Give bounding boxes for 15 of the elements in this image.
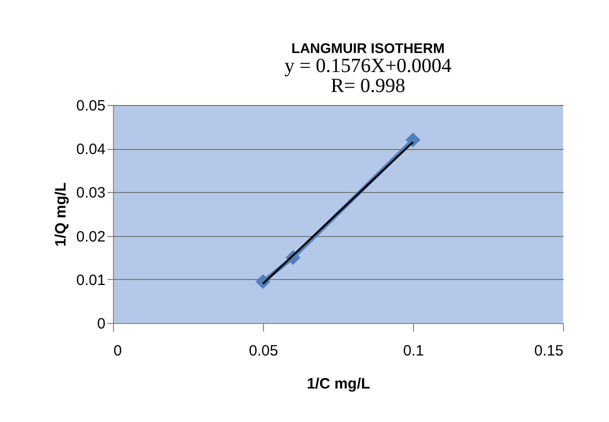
y-tick-label: 0 bbox=[97, 316, 106, 332]
y-axis-title: 1/Q mg/L bbox=[52, 182, 70, 247]
x-axis-title: 1/C mg/L bbox=[306, 376, 370, 392]
y-tick-label: 0.02 bbox=[76, 228, 106, 246]
x-tick-label: 0.05 bbox=[248, 342, 278, 360]
chart-title: LANGMUIR ISOTHERM bbox=[291, 40, 445, 56]
x-tick-label: 0.15 bbox=[534, 342, 564, 360]
y-tick-label: 0.04 bbox=[76, 141, 106, 158]
text: R= 0.998 bbox=[330, 75, 406, 97]
y-tick-label: 0.01 bbox=[76, 272, 106, 289]
text: y = 0.1576X+0.0004 bbox=[284, 55, 452, 77]
x-tick-label: 0 bbox=[114, 342, 122, 360]
x-tick-label: 0.1 bbox=[403, 342, 424, 360]
y-tick-label: 0.05 bbox=[76, 98, 106, 114]
y-tick-label: 0.03 bbox=[76, 184, 106, 202]
